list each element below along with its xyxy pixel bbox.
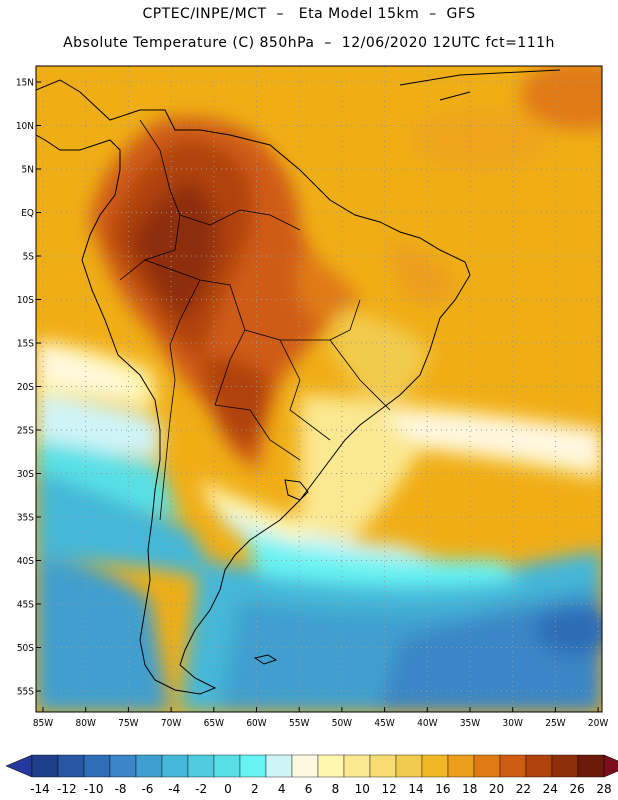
colorbar-swatch <box>187 754 215 778</box>
coastlines <box>36 69 561 695</box>
lat-label: 15S <box>17 339 34 350</box>
colorbar-label: 16 <box>435 782 450 796</box>
lat-label: 10N <box>16 121 34 132</box>
colorbar-label: -4 <box>168 782 180 796</box>
lat-label: 15N <box>16 78 34 89</box>
colorbar-swatch <box>83 754 111 778</box>
map-title-line1: CPTEC/INPE/MCT – Eta Model 15km – GFS <box>142 6 476 22</box>
colorbar-label: 22 <box>516 782 531 796</box>
colorbar-label: -6 <box>141 782 153 796</box>
uruguay-outline <box>284 479 309 501</box>
colorbar-swatch <box>577 754 605 778</box>
colorbar-swatch <box>161 754 189 778</box>
colorbar-swatch <box>499 754 527 778</box>
colorbar-swatch <box>265 754 293 778</box>
lon-label: 80W <box>76 718 96 729</box>
colorbar-label: -8 <box>115 782 127 796</box>
colorbar-swatch <box>447 754 475 778</box>
colorbar-swatch <box>525 754 553 778</box>
colorbar-label: 2 <box>251 782 259 796</box>
colorbar-label: 6 <box>305 782 313 796</box>
colorbar-label: -14 <box>30 782 50 796</box>
colorbar-label: -10 <box>84 782 104 796</box>
color-bar: -14 -12 -10 -8 -6 -4 -2 0 2 4 6 8 10 12 14 16 18 20 22 24 26… <box>5 754 618 796</box>
colorbar-label: 12 <box>382 782 397 796</box>
lat-label: 55S <box>17 687 34 698</box>
lon-label: 65W <box>204 718 224 729</box>
colorbar-label: 4 <box>278 782 286 796</box>
lat-label: 25S <box>17 426 34 437</box>
lat-label: 40S <box>17 556 34 567</box>
colorbar-label: 10 <box>355 782 370 796</box>
colorbar-label: 0 <box>224 782 232 796</box>
colorbar-label: 18 <box>462 782 477 796</box>
colorbar-swatch <box>551 754 579 778</box>
lat-label: 50S <box>17 643 34 654</box>
lon-label: 70W <box>161 718 181 729</box>
colorbar-swatch <box>369 754 397 778</box>
lon-label: 25W <box>545 718 565 729</box>
lon-label: 45W <box>374 718 394 729</box>
colorbar-swatch <box>473 754 501 778</box>
colorbar-swatch <box>317 754 345 778</box>
colorbar-label: 28 <box>596 782 611 796</box>
colorbar-label: -2 <box>195 782 207 796</box>
lon-label: 75W <box>118 718 138 729</box>
colorbar-label: 20 <box>489 782 504 796</box>
colorbar-swatch <box>239 754 267 778</box>
south-america-outline <box>36 79 471 695</box>
lon-label: 55W <box>289 718 309 729</box>
colorbar-under-arrow <box>5 754 33 778</box>
lon-label: 35W <box>460 718 480 729</box>
falklands-outline <box>253 654 278 665</box>
colorbar-swatch <box>395 754 423 778</box>
map-title-line2: Absolute Temperature (C) 850hPa – 12/06/… <box>63 35 555 51</box>
lon-label: 30W <box>503 718 523 729</box>
map-frame <box>35 65 603 713</box>
country-borders <box>119 119 391 521</box>
colorbar-swatch <box>343 754 371 778</box>
lat-label: 45S <box>17 600 34 611</box>
lat-label: 5N <box>22 165 34 176</box>
lon-label: 60W <box>246 718 266 729</box>
lon-label: 50W <box>332 718 352 729</box>
lat-label: 20S <box>17 382 34 393</box>
lat-label: 30S <box>17 469 34 480</box>
colorbar-label: 14 <box>408 782 423 796</box>
colorbar-label: 26 <box>570 782 585 796</box>
lon-label: 20W <box>588 718 608 729</box>
colorbar-swatch <box>135 754 163 778</box>
colorbar-swatch <box>291 754 319 778</box>
colorbar-swatch <box>421 754 449 778</box>
lon-label: 40W <box>417 718 437 729</box>
colorbar-swatch <box>57 754 85 778</box>
longitude-labels: 85W 80W 75W 70W 65W 60W 55W 50W 45W 40W 35W 30W 25W 2… <box>33 707 608 729</box>
lat-label: 10S <box>17 295 34 306</box>
lon-label: 85W <box>33 718 53 729</box>
colorbar-swatch <box>109 754 137 778</box>
temperature-field <box>36 66 602 712</box>
colorbar-label: 24 <box>543 782 558 796</box>
colorbar-label: -12 <box>57 782 77 796</box>
lat-label: EQ <box>21 208 34 219</box>
lat-label: 5S <box>23 252 35 263</box>
latitude-labels: 15N 10N 5N EQ 5S 10S 15S 20S 25S 30S 35S 40S 45S 50S 5… <box>16 78 41 698</box>
colorbar-swatch <box>213 754 241 778</box>
colorbar-over-arrow <box>603 754 618 778</box>
lat-label: 35S <box>17 513 34 524</box>
colorbar-swatch <box>31 754 59 778</box>
caribbean-coast <box>399 69 561 101</box>
colorbar-label: 8 <box>332 782 340 796</box>
